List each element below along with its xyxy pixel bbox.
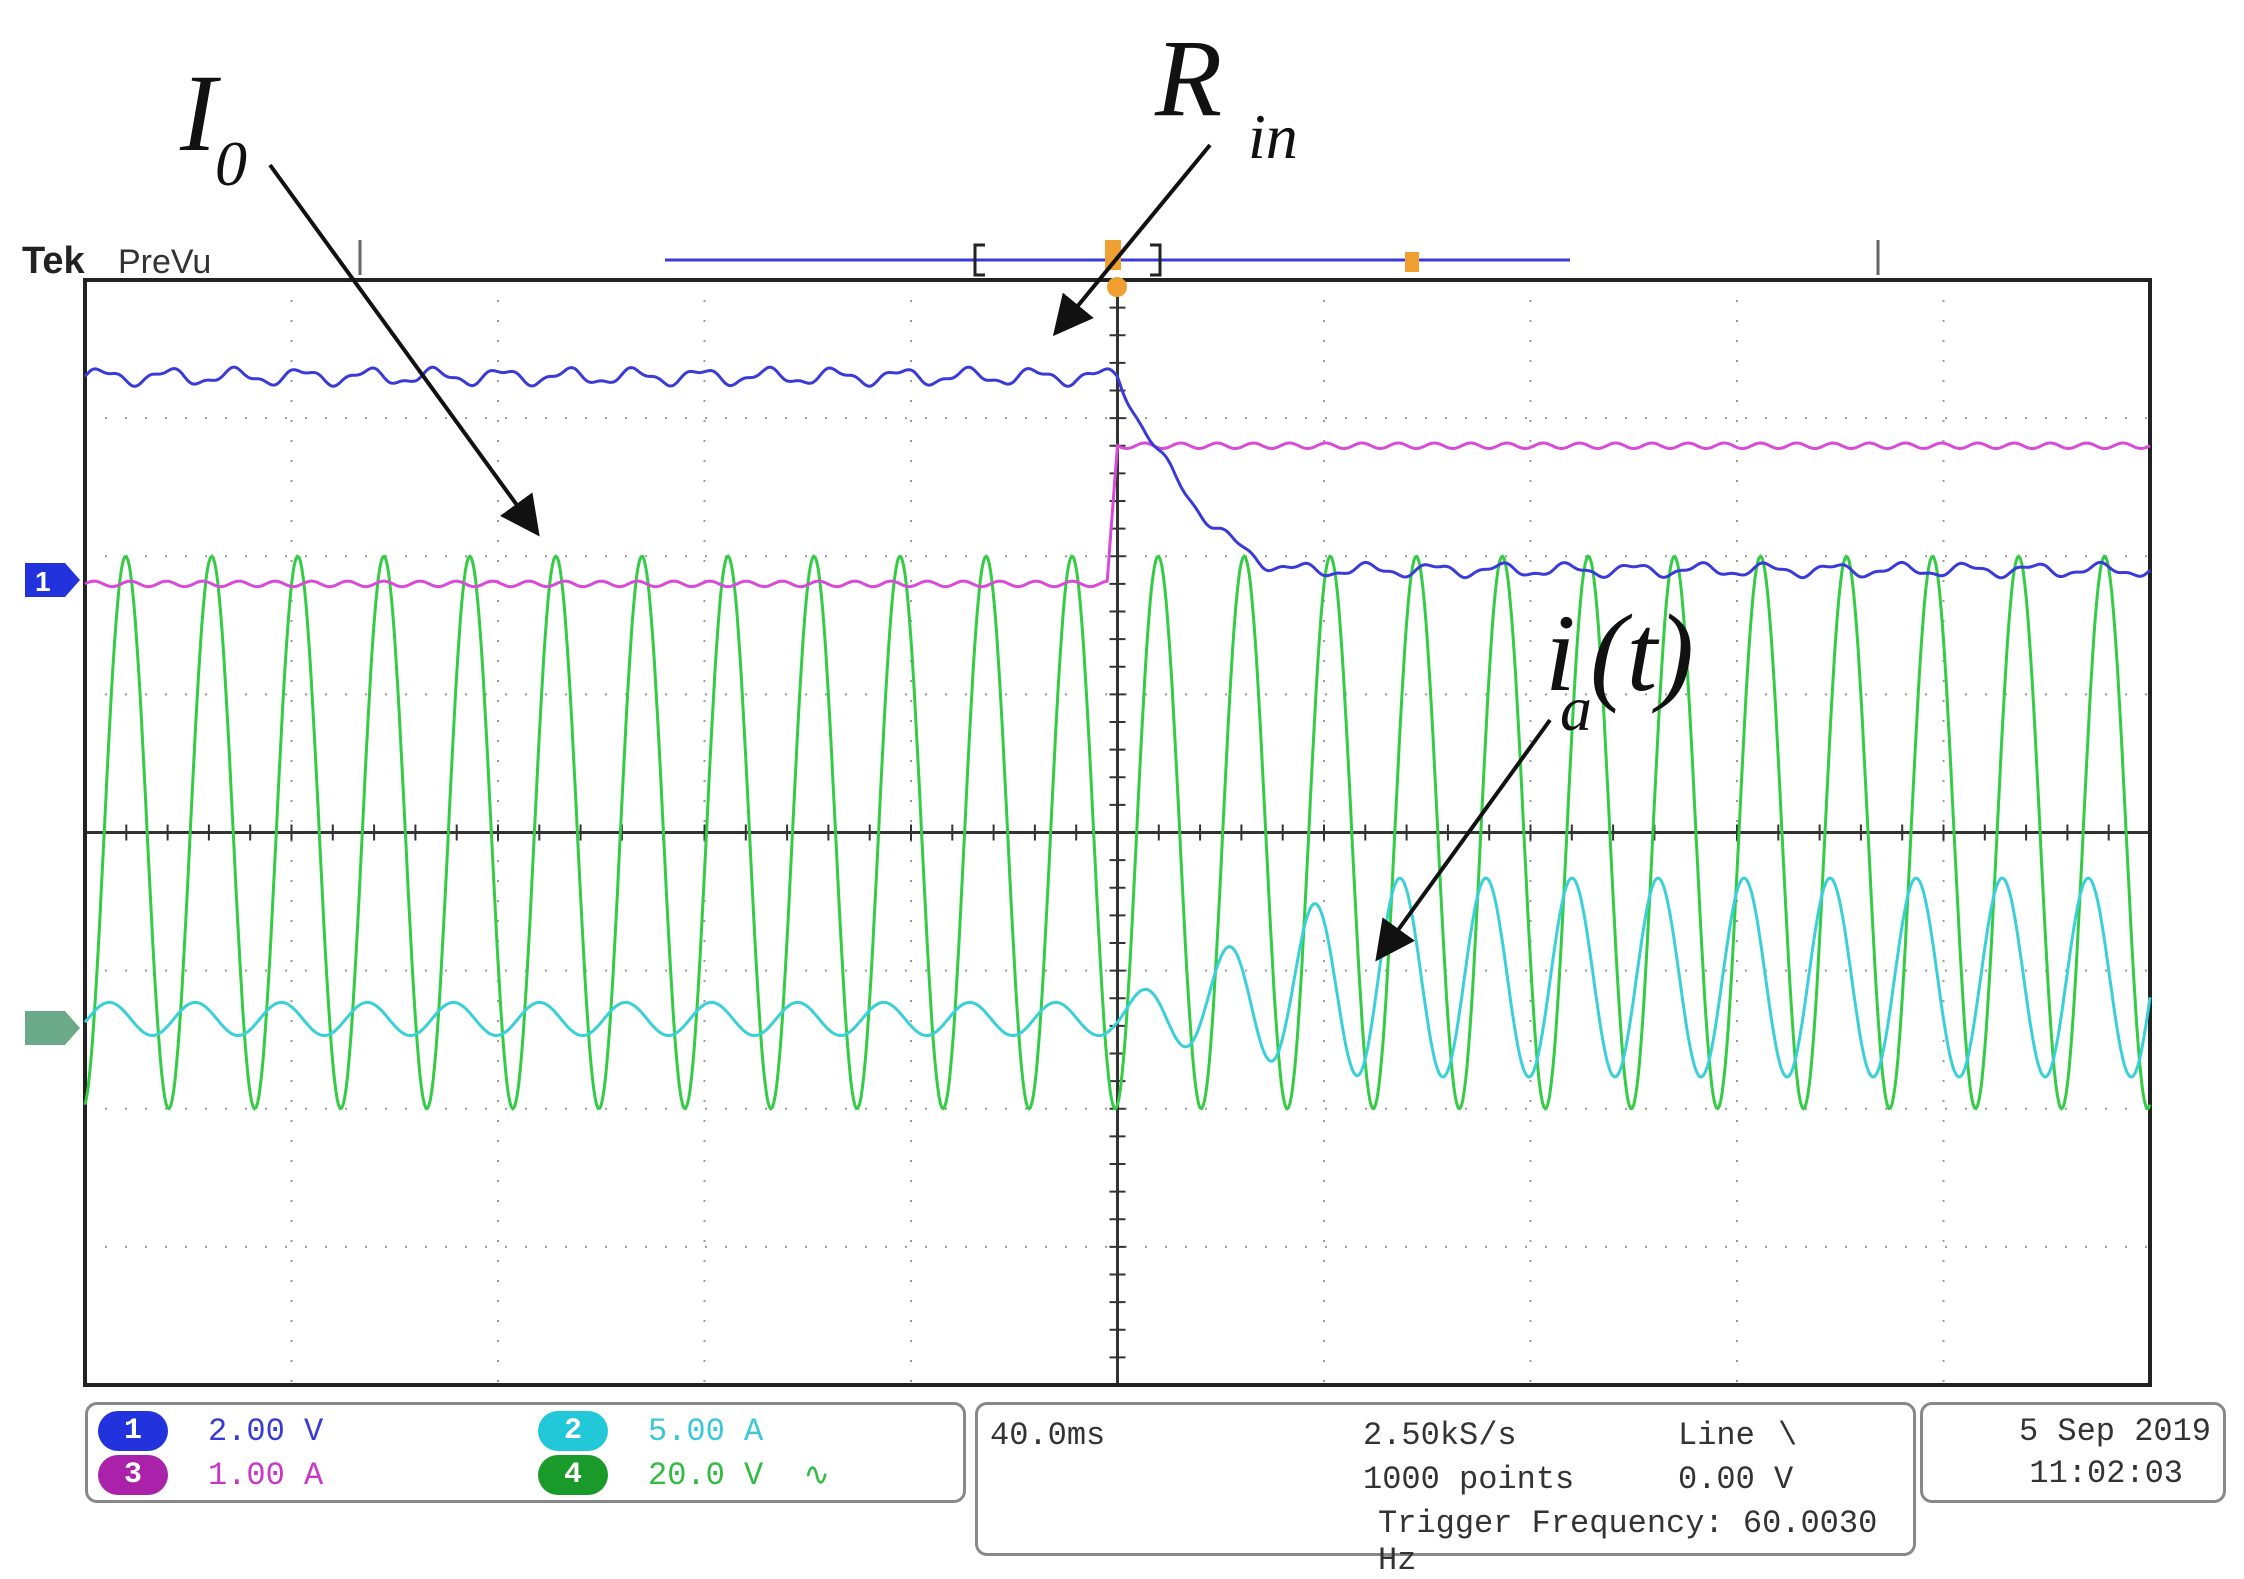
channel-1-ground-label: 1 bbox=[35, 566, 51, 597]
channel-1-scale[interactable]: 1 2.00 V bbox=[98, 1411, 323, 1451]
trace-channel-1 bbox=[83, 365, 2152, 580]
annotation-ia: i a (t) bbox=[1545, 592, 1694, 744]
annotation-Rin: R in bbox=[1154, 17, 1298, 172]
trigger-source-value: Line bbox=[1678, 1417, 1755, 1454]
svg-text:a: a bbox=[1560, 673, 1592, 744]
channel-3-badge: 3 bbox=[98, 1455, 168, 1495]
time-value: 11:02:03 bbox=[2029, 1455, 2183, 1492]
channel-3-scale-value: 1.00 A bbox=[208, 1456, 324, 1494]
channel-1-scale-value: 2.00 V bbox=[208, 1412, 324, 1450]
svg-text:0: 0 bbox=[215, 128, 247, 199]
record-window-left bbox=[973, 243, 985, 277]
brand-label: Tek bbox=[22, 240, 86, 282]
trace-channel-4 bbox=[83, 554, 2152, 1111]
channel-2-badge: 2 bbox=[538, 1411, 608, 1451]
trigger-frequency-value: Trigger Frequency: 60.0030 Hz bbox=[1378, 1505, 1878, 1579]
channel-4-coupling-icon: ∿ bbox=[803, 1458, 831, 1495]
graticule bbox=[84, 279, 2151, 1386]
channel-4-scale-value: 20.0 V bbox=[648, 1456, 764, 1494]
svg-text:R: R bbox=[1154, 17, 1222, 139]
channel-scale-panel: 1 2.00 V 2 5.00 A 3 1.00 A 4 20.0 V ∿ bbox=[85, 1402, 966, 1503]
channel-1-badge: 1 bbox=[98, 1411, 168, 1451]
record-window-right bbox=[1150, 243, 1162, 277]
arrow-Rin bbox=[1052, 143, 1212, 337]
acquisition-panel: 40.0ms 2.50kS/s 1000 points Line \ 0.00 … bbox=[975, 1402, 1916, 1579]
arrow-ia bbox=[1375, 718, 1552, 962]
channel-2-scale[interactable]: 2 5.00 A bbox=[538, 1411, 763, 1451]
trigger-point-marker bbox=[1107, 277, 1127, 297]
annotation-I0: I 0 bbox=[179, 52, 247, 199]
channel-2-scale-value: 5.00 A bbox=[648, 1412, 764, 1450]
trace-channel-3 bbox=[84, 441, 2151, 589]
trace-channel-2 bbox=[83, 876, 2152, 1079]
record-length-value: 1000 points bbox=[1363, 1461, 1575, 1498]
trigger-marker-top bbox=[1405, 252, 1419, 272]
trigger-level-value: 0.00 V bbox=[1678, 1461, 1794, 1498]
trigger-position-marker bbox=[1105, 240, 1121, 270]
mode-label: PreVu bbox=[118, 243, 211, 281]
trigger-slope-icon: \ bbox=[1778, 1417, 1798, 1454]
arrow-I0 bbox=[268, 163, 540, 537]
date-value: 5 Sep 2019 bbox=[2018, 1413, 2211, 1450]
svg-text:I: I bbox=[179, 52, 221, 174]
sample-rate-value: 2.50kS/s bbox=[1363, 1417, 1517, 1454]
timebase-value: 40.0ms bbox=[990, 1417, 1106, 1454]
svg-text:in: in bbox=[1248, 101, 1298, 172]
svg-text:(t): (t) bbox=[1590, 592, 1694, 714]
channel-1-ground-marker bbox=[25, 563, 80, 597]
channel-3-scale[interactable]: 3 1.00 A bbox=[98, 1455, 323, 1495]
svg-text:i: i bbox=[1545, 592, 1576, 714]
channel-4-badge: 4 bbox=[538, 1455, 608, 1495]
channel-4-scale[interactable]: 4 20.0 V ∿ bbox=[538, 1455, 830, 1495]
channel-4-ground-marker bbox=[25, 1011, 80, 1045]
datetime-panel: 5 Sep 2019 11:02:03 bbox=[1920, 1402, 2226, 1503]
